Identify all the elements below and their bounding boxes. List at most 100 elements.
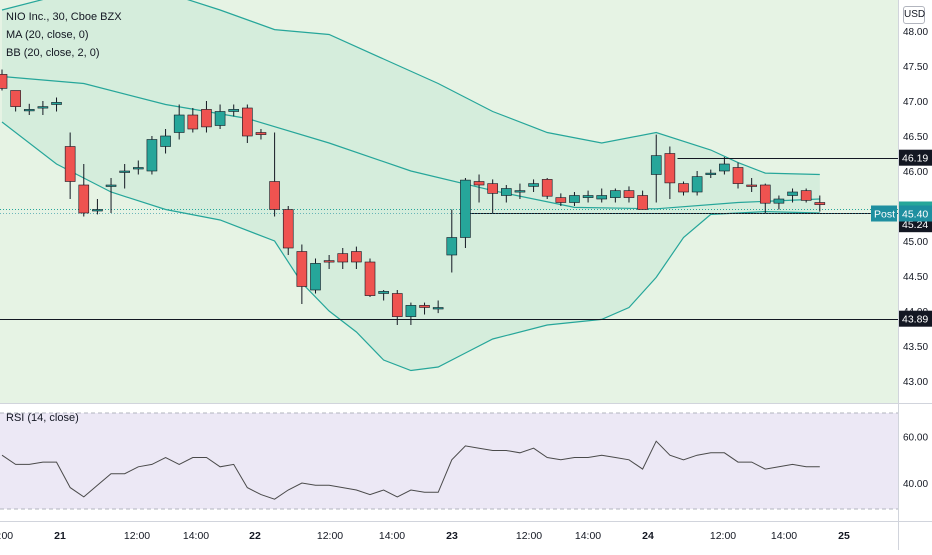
candle-body-48 xyxy=(650,155,662,175)
level-tag-0-bg xyxy=(899,149,932,166)
candle-body-32 xyxy=(432,307,444,310)
candle-body-9 xyxy=(119,170,130,173)
candle-body-14 xyxy=(187,114,199,130)
candle-body-29 xyxy=(391,293,403,317)
legend-ma[interactable]: MA (20, close, 0) xyxy=(6,29,89,41)
rsi-title[interactable]: RSI (14, close) xyxy=(6,412,79,424)
candle-body-26 xyxy=(351,251,362,263)
candle-body-55 xyxy=(746,184,757,187)
candle-body-16 xyxy=(214,111,226,126)
candle-body-52 xyxy=(705,172,717,175)
candle-body-38 xyxy=(514,190,526,193)
price-tick-2: 47.50 xyxy=(903,62,928,73)
candle-body-33 xyxy=(446,237,458,256)
rsi-band xyxy=(0,413,898,509)
time-tick-7: 23 xyxy=(446,530,458,542)
candle-body-59 xyxy=(800,190,812,201)
candle-body-12 xyxy=(160,135,171,147)
time-tick-10: 24 xyxy=(642,530,654,542)
price-tick-8: 44.50 xyxy=(903,272,928,283)
legend-bb[interactable]: BB (20, close, 2, 0) xyxy=(6,47,100,59)
price-tick-4: 46.50 xyxy=(903,132,928,143)
candle-body-15 xyxy=(201,109,212,128)
candle-body-31 xyxy=(419,305,430,308)
candle-body-17 xyxy=(228,109,240,112)
candle-body-19 xyxy=(255,132,267,135)
price-tick-0: 48.50 xyxy=(903,0,928,3)
candle-body-1 xyxy=(10,90,21,107)
candle-body-13 xyxy=(173,114,185,133)
candle-body-41 xyxy=(555,197,567,203)
time-tick-3: 14:00 xyxy=(183,530,209,542)
candle-body-20 xyxy=(269,181,280,210)
ma-line xyxy=(1,75,820,210)
candle-body-54 xyxy=(732,167,744,184)
post-label-bg xyxy=(871,205,897,222)
candle-body-39 xyxy=(528,183,539,187)
candle-body-46 xyxy=(623,190,635,198)
currency-label[interactable]: USD xyxy=(903,6,925,24)
price-tag-1: 45.24 xyxy=(902,219,928,231)
rsi-tick-0: 60.00 xyxy=(903,433,928,444)
candle-body-34 xyxy=(460,179,471,238)
candle-body-25 xyxy=(337,253,349,263)
time-tick-6: 14:00 xyxy=(379,530,405,542)
candle-body-5 xyxy=(64,146,76,182)
candle-body-44 xyxy=(596,195,608,200)
candle-body-21 xyxy=(282,209,294,249)
bb-upper-line xyxy=(1,0,820,176)
candle-body-49 xyxy=(664,153,676,184)
time-tick-4: 22 xyxy=(249,530,261,542)
price-tick-5: 46.00 xyxy=(903,167,928,178)
time-tick-11: 12:00 xyxy=(710,530,736,542)
candle-body-30 xyxy=(405,305,417,317)
candle-body-60 xyxy=(814,202,826,205)
candle-body-10 xyxy=(133,167,144,170)
candle-body-40 xyxy=(541,179,553,197)
candle-body-37 xyxy=(501,188,512,196)
candle-body-28 xyxy=(378,291,389,294)
candle-body-4 xyxy=(51,102,62,105)
candle-body-42 xyxy=(569,195,580,203)
post-label: Post xyxy=(874,209,895,221)
post-price-tag: 45.40 xyxy=(902,209,928,221)
price-tick-7: 45.00 xyxy=(903,237,928,248)
candle-body-36 xyxy=(487,183,498,194)
candle-body-2 xyxy=(23,109,35,112)
time-tick-12: 14:00 xyxy=(771,530,797,542)
candle-body-6 xyxy=(78,184,90,214)
candle-body-3 xyxy=(37,106,49,109)
candle-body-22 xyxy=(296,251,308,287)
time-tick-0: 20:00 xyxy=(0,530,13,542)
price-tick-10: 43.50 xyxy=(903,342,928,353)
rsi-tick-1: 40.00 xyxy=(903,479,928,490)
time-tick-8: 12:00 xyxy=(516,530,542,542)
candle-body-58 xyxy=(787,191,798,196)
time-tick-13: 25 xyxy=(838,530,850,542)
price-tick-3: 47.00 xyxy=(903,97,928,108)
bb-fill xyxy=(2,0,820,371)
level-tag-2: 43.89 xyxy=(902,314,928,326)
candle-body-50 xyxy=(678,183,689,193)
time-tick-9: 14:00 xyxy=(575,530,601,542)
candle-body-47 xyxy=(637,195,648,210)
candle-body-45 xyxy=(610,190,621,198)
candle-body-27 xyxy=(364,261,376,296)
price-tick-1: 48.00 xyxy=(903,27,928,38)
time-tick-5: 12:00 xyxy=(317,530,343,542)
chart-title: NIO Inc., 30, Cboe BZX xyxy=(6,11,122,23)
candle-body-0 xyxy=(0,74,8,89)
rsi-line xyxy=(1,440,820,500)
candle-body-23 xyxy=(310,263,321,291)
time-tick-1: 21 xyxy=(54,530,66,542)
candle-body-43 xyxy=(582,195,594,198)
bb-lower-line xyxy=(1,121,820,372)
time-tick-2: 12:00 xyxy=(124,530,150,542)
candle-body-57 xyxy=(773,198,785,204)
candle-body-53 xyxy=(719,163,730,172)
price-tick-11: 43.00 xyxy=(903,377,928,388)
level-tag-2-bg xyxy=(899,310,932,327)
candle-body-8 xyxy=(105,184,117,187)
